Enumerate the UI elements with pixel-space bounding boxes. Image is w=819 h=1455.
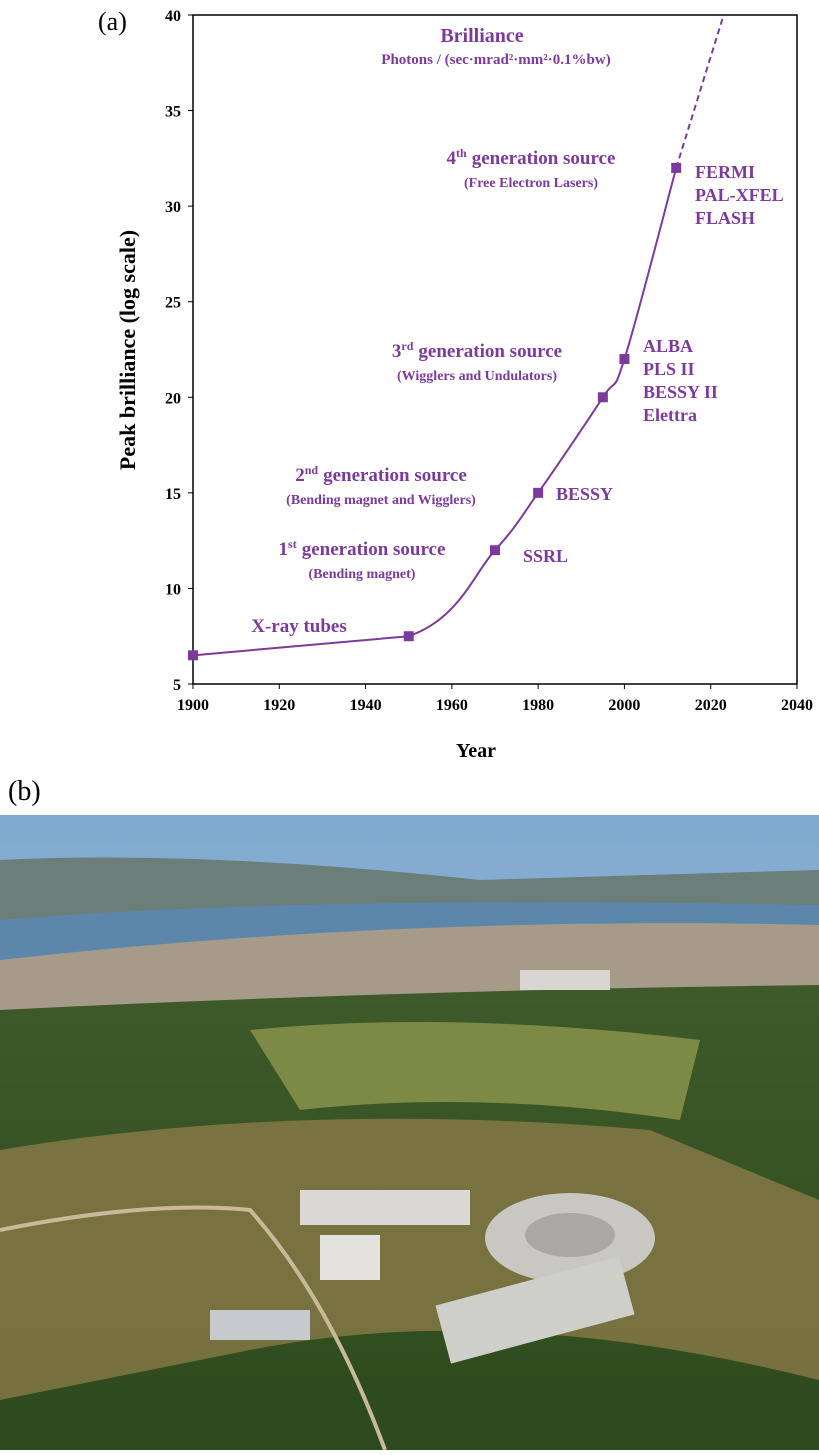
y-tick-label: 20 <box>165 390 181 407</box>
annotation: 1st generation source <box>279 537 446 560</box>
x-tick-label: 1960 <box>436 697 468 714</box>
point-label: PAL-XFEL <box>695 185 784 205</box>
annotation-text: X-ray tubes <box>251 616 347 637</box>
y-tick-label: 40 <box>165 8 181 25</box>
point-label: FLASH <box>695 208 755 228</box>
point-label: SSRL <box>523 546 568 566</box>
x-tick-label: 2020 <box>695 697 727 714</box>
point-label: FERMI <box>695 162 755 182</box>
x-tick-label: 1980 <box>522 697 554 714</box>
figure: (b) 5 10 15 20 25 30 35 40 1900 1920 1940 1960 1980 2… <box>0 0 819 1450</box>
y-tick-label: 25 <box>165 295 181 312</box>
x-tick-label: 1900 <box>177 697 209 714</box>
synchrotron-core <box>525 1213 615 1257</box>
x-tick-label: 2040 <box>781 697 813 714</box>
panel-label: (b) <box>8 776 41 807</box>
chart-subtitle: Photons / (sec·mrad²·mm²·0.1%bw) <box>381 52 610 68</box>
y-tick-label: 15 <box>165 486 181 503</box>
y-axis-label: Peak brilliance (log scale) <box>115 230 140 470</box>
y-tick-label: 10 <box>165 581 181 598</box>
annotation-note: (Bending magnet and Wigglers) <box>286 493 476 508</box>
annotation-note: (Bending magnet) <box>309 567 416 582</box>
building <box>320 1235 380 1280</box>
y-tick-label: 5 <box>173 677 181 694</box>
annotation-note: (Wigglers and Undulators) <box>397 369 557 384</box>
data-point <box>619 354 629 364</box>
data-point <box>490 545 500 555</box>
annotation-note: (Free Electron Lasers) <box>464 176 598 191</box>
chart-title: Brilliance <box>440 25 523 47</box>
annotation-sup: rd <box>401 339 413 353</box>
data-line <box>193 168 676 655</box>
x-axis-label: Year <box>456 740 496 762</box>
x-tick-label: 1940 <box>350 697 382 714</box>
annotation: 3rd generation source <box>392 339 562 362</box>
building <box>520 970 610 990</box>
annotation-sup: th <box>456 146 467 160</box>
y-tick-label: 35 <box>165 104 181 121</box>
data-point <box>404 631 414 641</box>
data-point <box>671 163 681 173</box>
annotation-text: 3 <box>392 341 402 362</box>
point-label: ALBA <box>643 336 693 356</box>
x-tick-label: 1920 <box>263 697 295 714</box>
photo <box>0 815 819 1450</box>
data-point <box>598 392 608 402</box>
x-tick-label: 2000 <box>608 697 640 714</box>
point-label: BESSY II <box>643 382 718 402</box>
point-label: BESSY <box>556 484 613 504</box>
data-point <box>188 650 198 660</box>
y-tick-label: 30 <box>165 199 181 216</box>
annotation-sup: nd <box>305 463 319 477</box>
annotation-text: 1 <box>279 539 289 560</box>
annotation: 4th generation source <box>447 146 616 169</box>
annotation-text: 4 <box>447 148 457 169</box>
point-label: PLS II <box>643 359 695 379</box>
building <box>210 1310 310 1340</box>
annotation-tail: generation source <box>418 341 562 362</box>
annotation-tail: generation source <box>302 539 446 560</box>
projection-line <box>676 15 723 168</box>
annotation-tail: generation source <box>472 148 616 169</box>
annotation-text: 2 <box>295 465 305 486</box>
annotation: X-ray tubes <box>251 616 347 637</box>
annotation-tail: generation source <box>323 465 467 486</box>
annotation-sup: st <box>288 537 297 551</box>
data-point <box>533 488 543 498</box>
panel-label: (a) <box>98 7 127 36</box>
point-label: Elettra <box>643 405 697 425</box>
building <box>300 1190 470 1225</box>
page: {"chart_data":{"type":"line","panel_labe… <box>0 0 819 1450</box>
annotation: 2nd generation source <box>295 463 467 486</box>
